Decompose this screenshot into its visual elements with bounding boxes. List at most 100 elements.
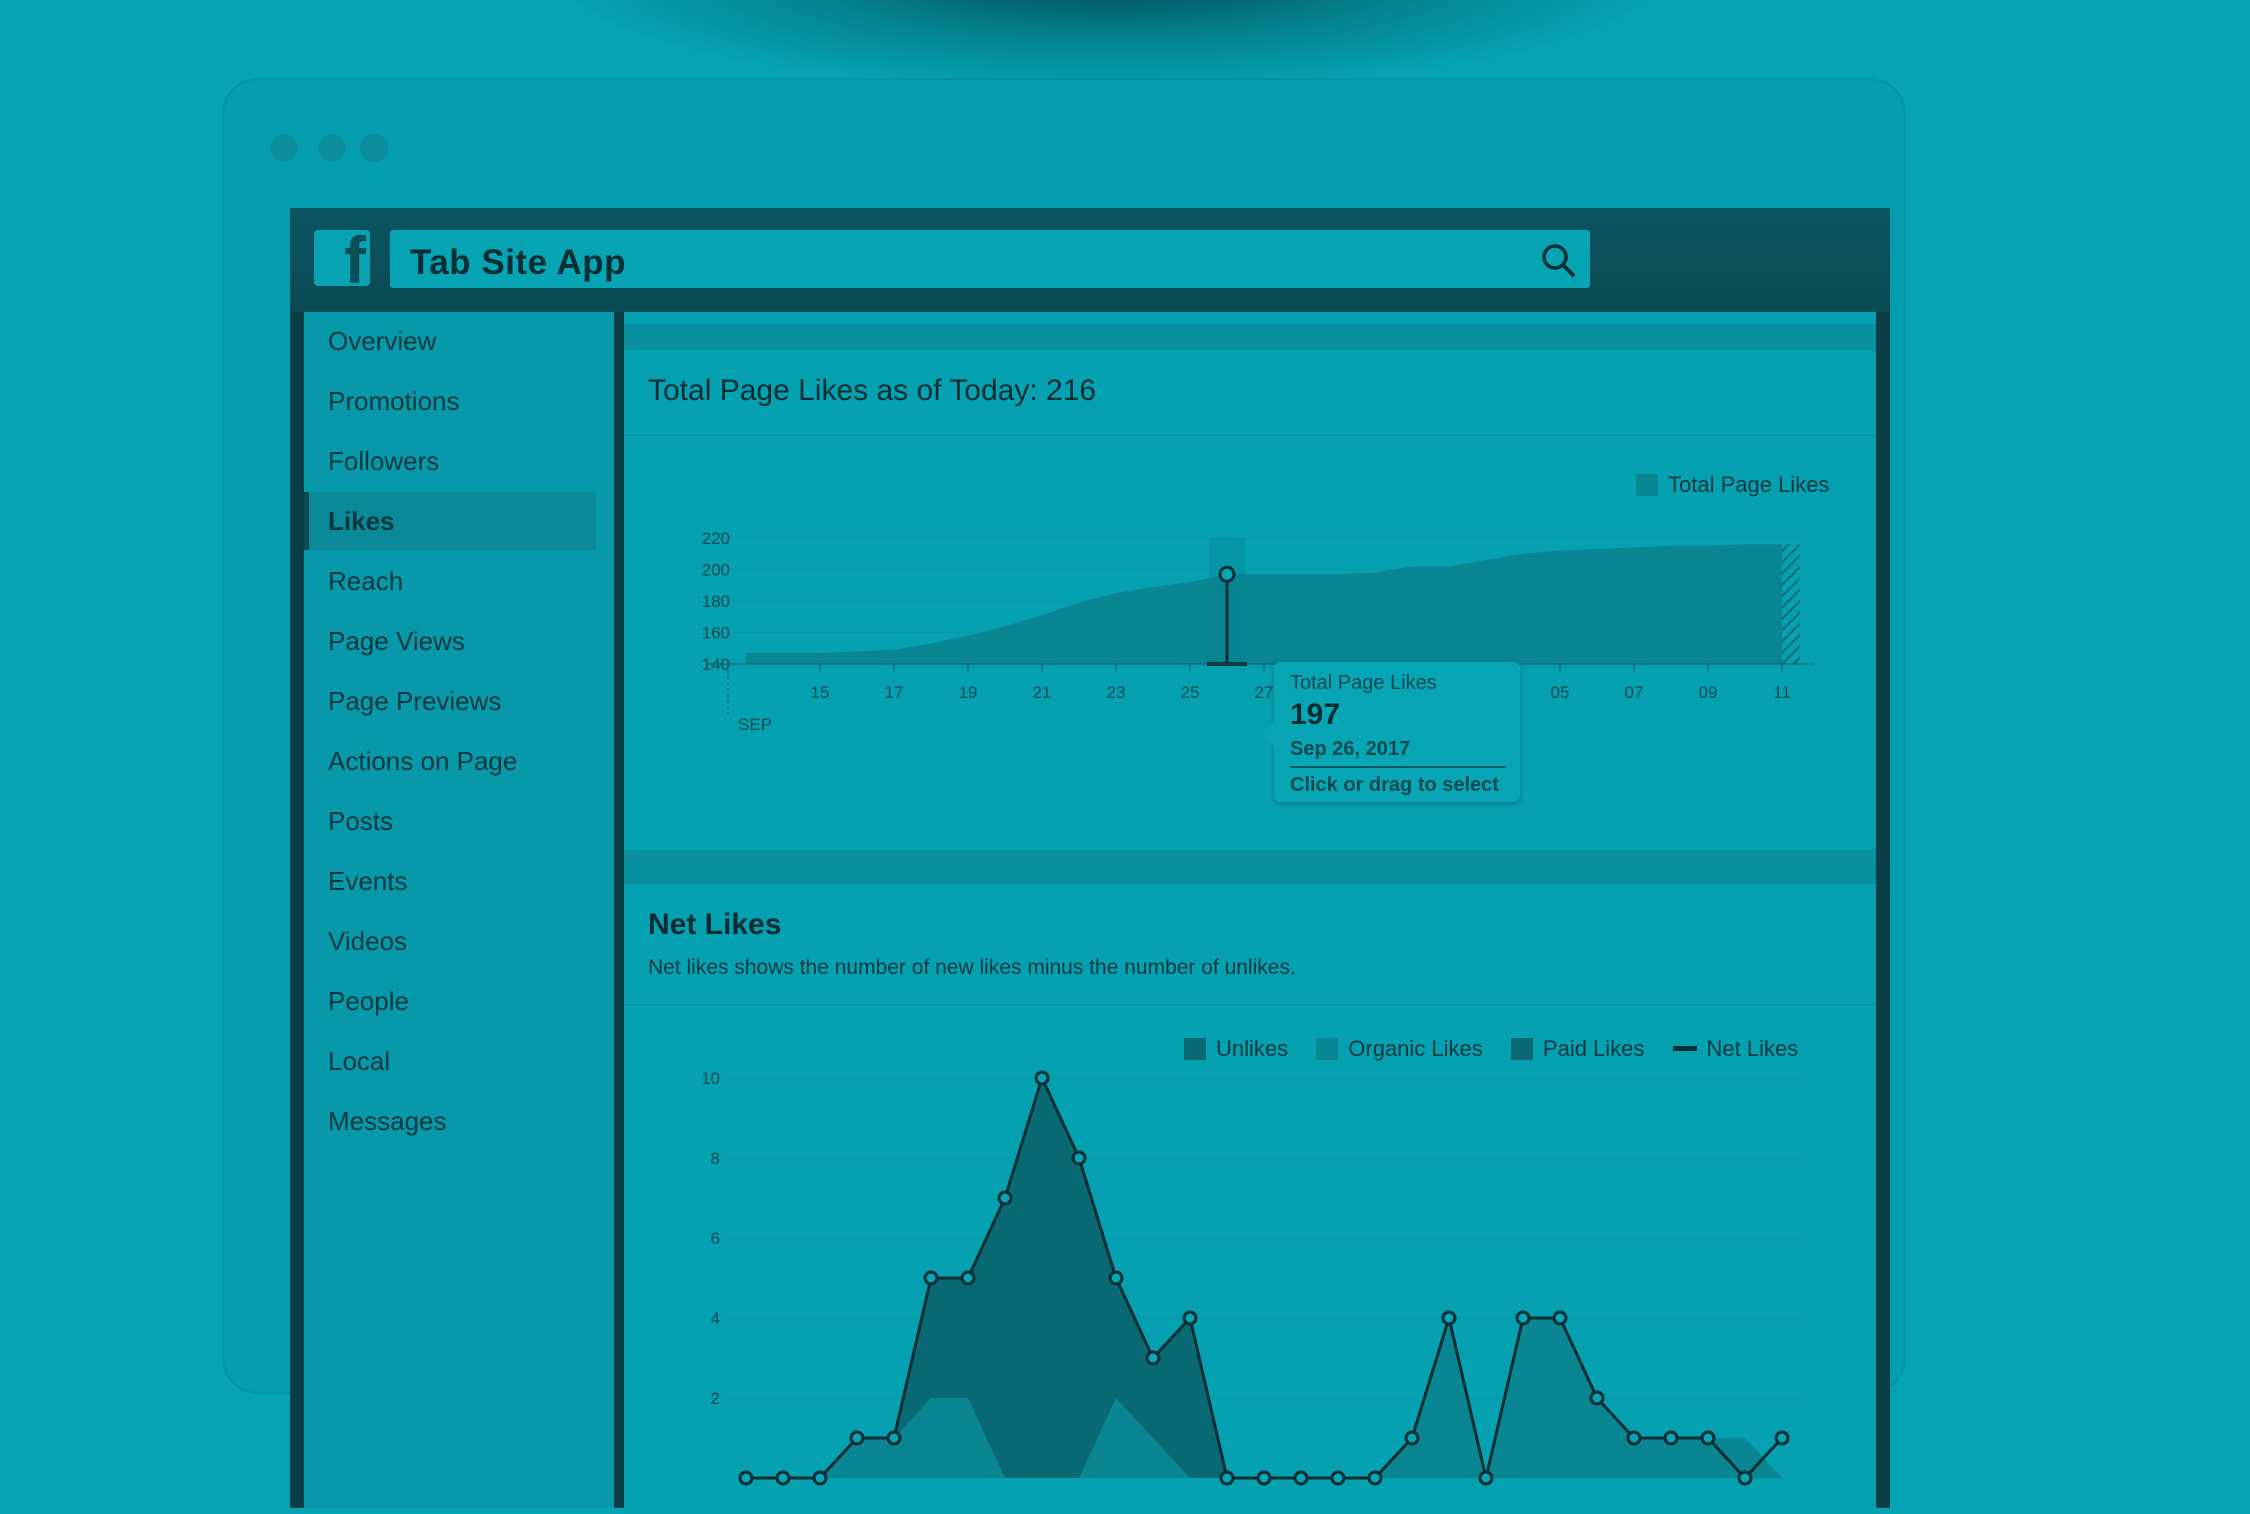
tooltip-date: Sep 26, 2017 — [1290, 738, 1411, 760]
x-tick-label: 09 — [1699, 683, 1718, 702]
y-tick-label: 200 — [702, 561, 730, 580]
sidebar-item-promotions[interactable]: Promotions — [304, 372, 596, 430]
net-likes-legend: Unlikes Organic Likes Paid Likes Net Lik… — [1184, 1036, 1798, 1062]
net-likes-point — [997, 1190, 1013, 1206]
net-likes-point — [1108, 1270, 1124, 1286]
x-tick-label: 27 — [1255, 683, 1274, 702]
window-close-dot[interactable] — [270, 134, 298, 162]
net-likes-point — [1367, 1470, 1383, 1486]
tooltip-series: Total Page Likes — [1290, 672, 1437, 694]
sidebar-item-videos[interactable]: Videos — [304, 912, 596, 970]
window-zoom-dot[interactable] — [360, 134, 388, 162]
net-likes-point — [1515, 1310, 1531, 1326]
sidebar-item-label: Messages — [328, 1106, 447, 1136]
x-tick-label: 17 — [885, 683, 904, 702]
net-likes-point — [1219, 1470, 1235, 1486]
net-likes-point — [775, 1470, 791, 1486]
net-likes-point — [1071, 1150, 1087, 1166]
net-likes-point — [1478, 1470, 1494, 1486]
search-input-value: Tab Site App — [410, 243, 626, 282]
net-likes-header: Net Likes Net likes shows the number of … — [624, 884, 1876, 1006]
legend-unlikes[interactable]: Unlikes — [1184, 1036, 1288, 1061]
x-tick-label: 25 — [1181, 683, 1200, 702]
net-likes-point — [1552, 1310, 1568, 1326]
net-likes-point — [1589, 1390, 1605, 1406]
total-likes-area — [746, 544, 1782, 664]
y-tick-label: 180 — [702, 592, 730, 611]
sidebar-item-label: Actions on Page — [328, 746, 518, 776]
legend-organic[interactable]: Organic Likes — [1316, 1036, 1483, 1061]
y-tick-label: 10 — [701, 1069, 720, 1088]
sidebar-item-followers[interactable]: Followers — [304, 432, 596, 490]
net-likes-point — [1404, 1430, 1420, 1446]
net-likes-title: Net Likes — [648, 908, 782, 941]
sidebar-item-label: Videos — [328, 926, 408, 956]
total-likes-title: Total Page Likes as of Today: 216 — [648, 374, 1097, 407]
y-tick-label: 2 — [711, 1389, 720, 1408]
facebook-logo-icon[interactable]: f — [314, 230, 370, 286]
y-tick-label: 6 — [711, 1229, 720, 1248]
x-tick-label: 11 — [1773, 683, 1791, 702]
search-input[interactable]: Tab Site App — [390, 230, 1590, 288]
paid-likes-area — [746, 1078, 1782, 1478]
organic-likes-area — [746, 1318, 1782, 1478]
net-likes-point — [886, 1430, 902, 1446]
sidebar-item-posts[interactable]: Posts — [304, 792, 596, 850]
sidebar-item-actions-on-page[interactable]: Actions on Page — [304, 732, 596, 790]
sidebar-item-label: Events — [328, 866, 408, 896]
net-likes-subtitle: Net likes shows the number of new likes … — [648, 956, 1296, 979]
sidebar-item-label: Overview — [328, 326, 437, 356]
net-likes-point — [1256, 1470, 1272, 1486]
x-tick-label: 21 — [1033, 683, 1052, 702]
sidebar-item-local[interactable]: Local — [304, 1032, 596, 1090]
y-tick-label: 8 — [711, 1149, 720, 1168]
net-likes-point — [812, 1470, 828, 1486]
sidebar-item-label: Promotions — [328, 386, 460, 416]
net-likes-point — [1737, 1470, 1753, 1486]
sidebar-item-page-previews[interactable]: Page Previews — [304, 672, 596, 730]
sidebar-item-label: Followers — [328, 446, 440, 476]
window-minimize-dot[interactable] — [318, 134, 346, 162]
net-likes-point — [849, 1430, 865, 1446]
insights-main: Total Page Likes as of Today: 216 Total … — [624, 312, 1876, 1514]
sidebar-item-overview[interactable]: Overview — [304, 312, 596, 370]
net-likes-point — [1293, 1470, 1309, 1486]
legend-swatch — [1636, 474, 1658, 496]
sidebar-item-label: Local — [328, 1046, 391, 1076]
net-likes-chart[interactable]: 2 4 6 8 10 — [624, 884, 1876, 1514]
sidebar-item-messages[interactable]: Messages — [304, 1092, 596, 1150]
total-likes-card: Total Page Likes as of Today: 216 Total … — [624, 350, 1876, 850]
total-likes-legend[interactable]: Total Page Likes — [1636, 472, 1829, 498]
browser-window: f Tab Site App Overview Promotions Followe… — [290, 208, 1890, 1514]
sidebar-item-reach[interactable]: Reach — [304, 552, 596, 610]
x-tick-label: 07 — [1625, 683, 1644, 702]
net-likes-point — [1626, 1430, 1642, 1446]
sidebar-item-likes[interactable]: Likes — [304, 492, 596, 550]
legend-net[interactable]: Net Likes — [1672, 1036, 1798, 1061]
x-tick-label: 23 — [1107, 683, 1126, 702]
tooltip-value: 197 — [1290, 698, 1341, 731]
tooltip-divider — [1290, 766, 1506, 768]
net-likes-point — [738, 1470, 754, 1486]
sidebar-item-label: Page Previews — [328, 686, 502, 716]
sidebar-item-people[interactable]: People — [304, 972, 596, 1030]
month-label: SEP — [738, 715, 772, 734]
sidebar-item-page-views[interactable]: Page Views — [304, 612, 596, 670]
previous-card-edge — [624, 312, 1876, 324]
hover-point — [1218, 565, 1236, 583]
sidebar-item-label: Page Views — [328, 626, 465, 656]
search-icon[interactable] — [1540, 242, 1576, 278]
legend-paid[interactable]: Paid Likes — [1510, 1036, 1644, 1061]
net-likes-point — [1182, 1310, 1198, 1326]
total-likes-header: Total Page Likes as of Today: 216 — [624, 350, 1876, 436]
facebook-top-bar: f Tab Site App — [290, 208, 1890, 312]
legend-label: Total Page Likes — [1668, 472, 1830, 497]
total-likes-chart[interactable]: 1401601802002201517192123252729030507091… — [624, 350, 1876, 850]
net-likes-card: Net Likes Net likes shows the number of … — [624, 884, 1876, 1514]
net-likes-point — [1774, 1430, 1790, 1446]
top-shadow — [560, 0, 1660, 90]
chart-tooltip: Total Page Likes 197 Sep 26, 2017 Click … — [1262, 662, 1520, 802]
sidebar-item-events[interactable]: Events — [304, 852, 596, 910]
tooltip-hint: Click or drag to select — [1290, 774, 1499, 796]
x-tick-label: 19 — [959, 683, 978, 702]
